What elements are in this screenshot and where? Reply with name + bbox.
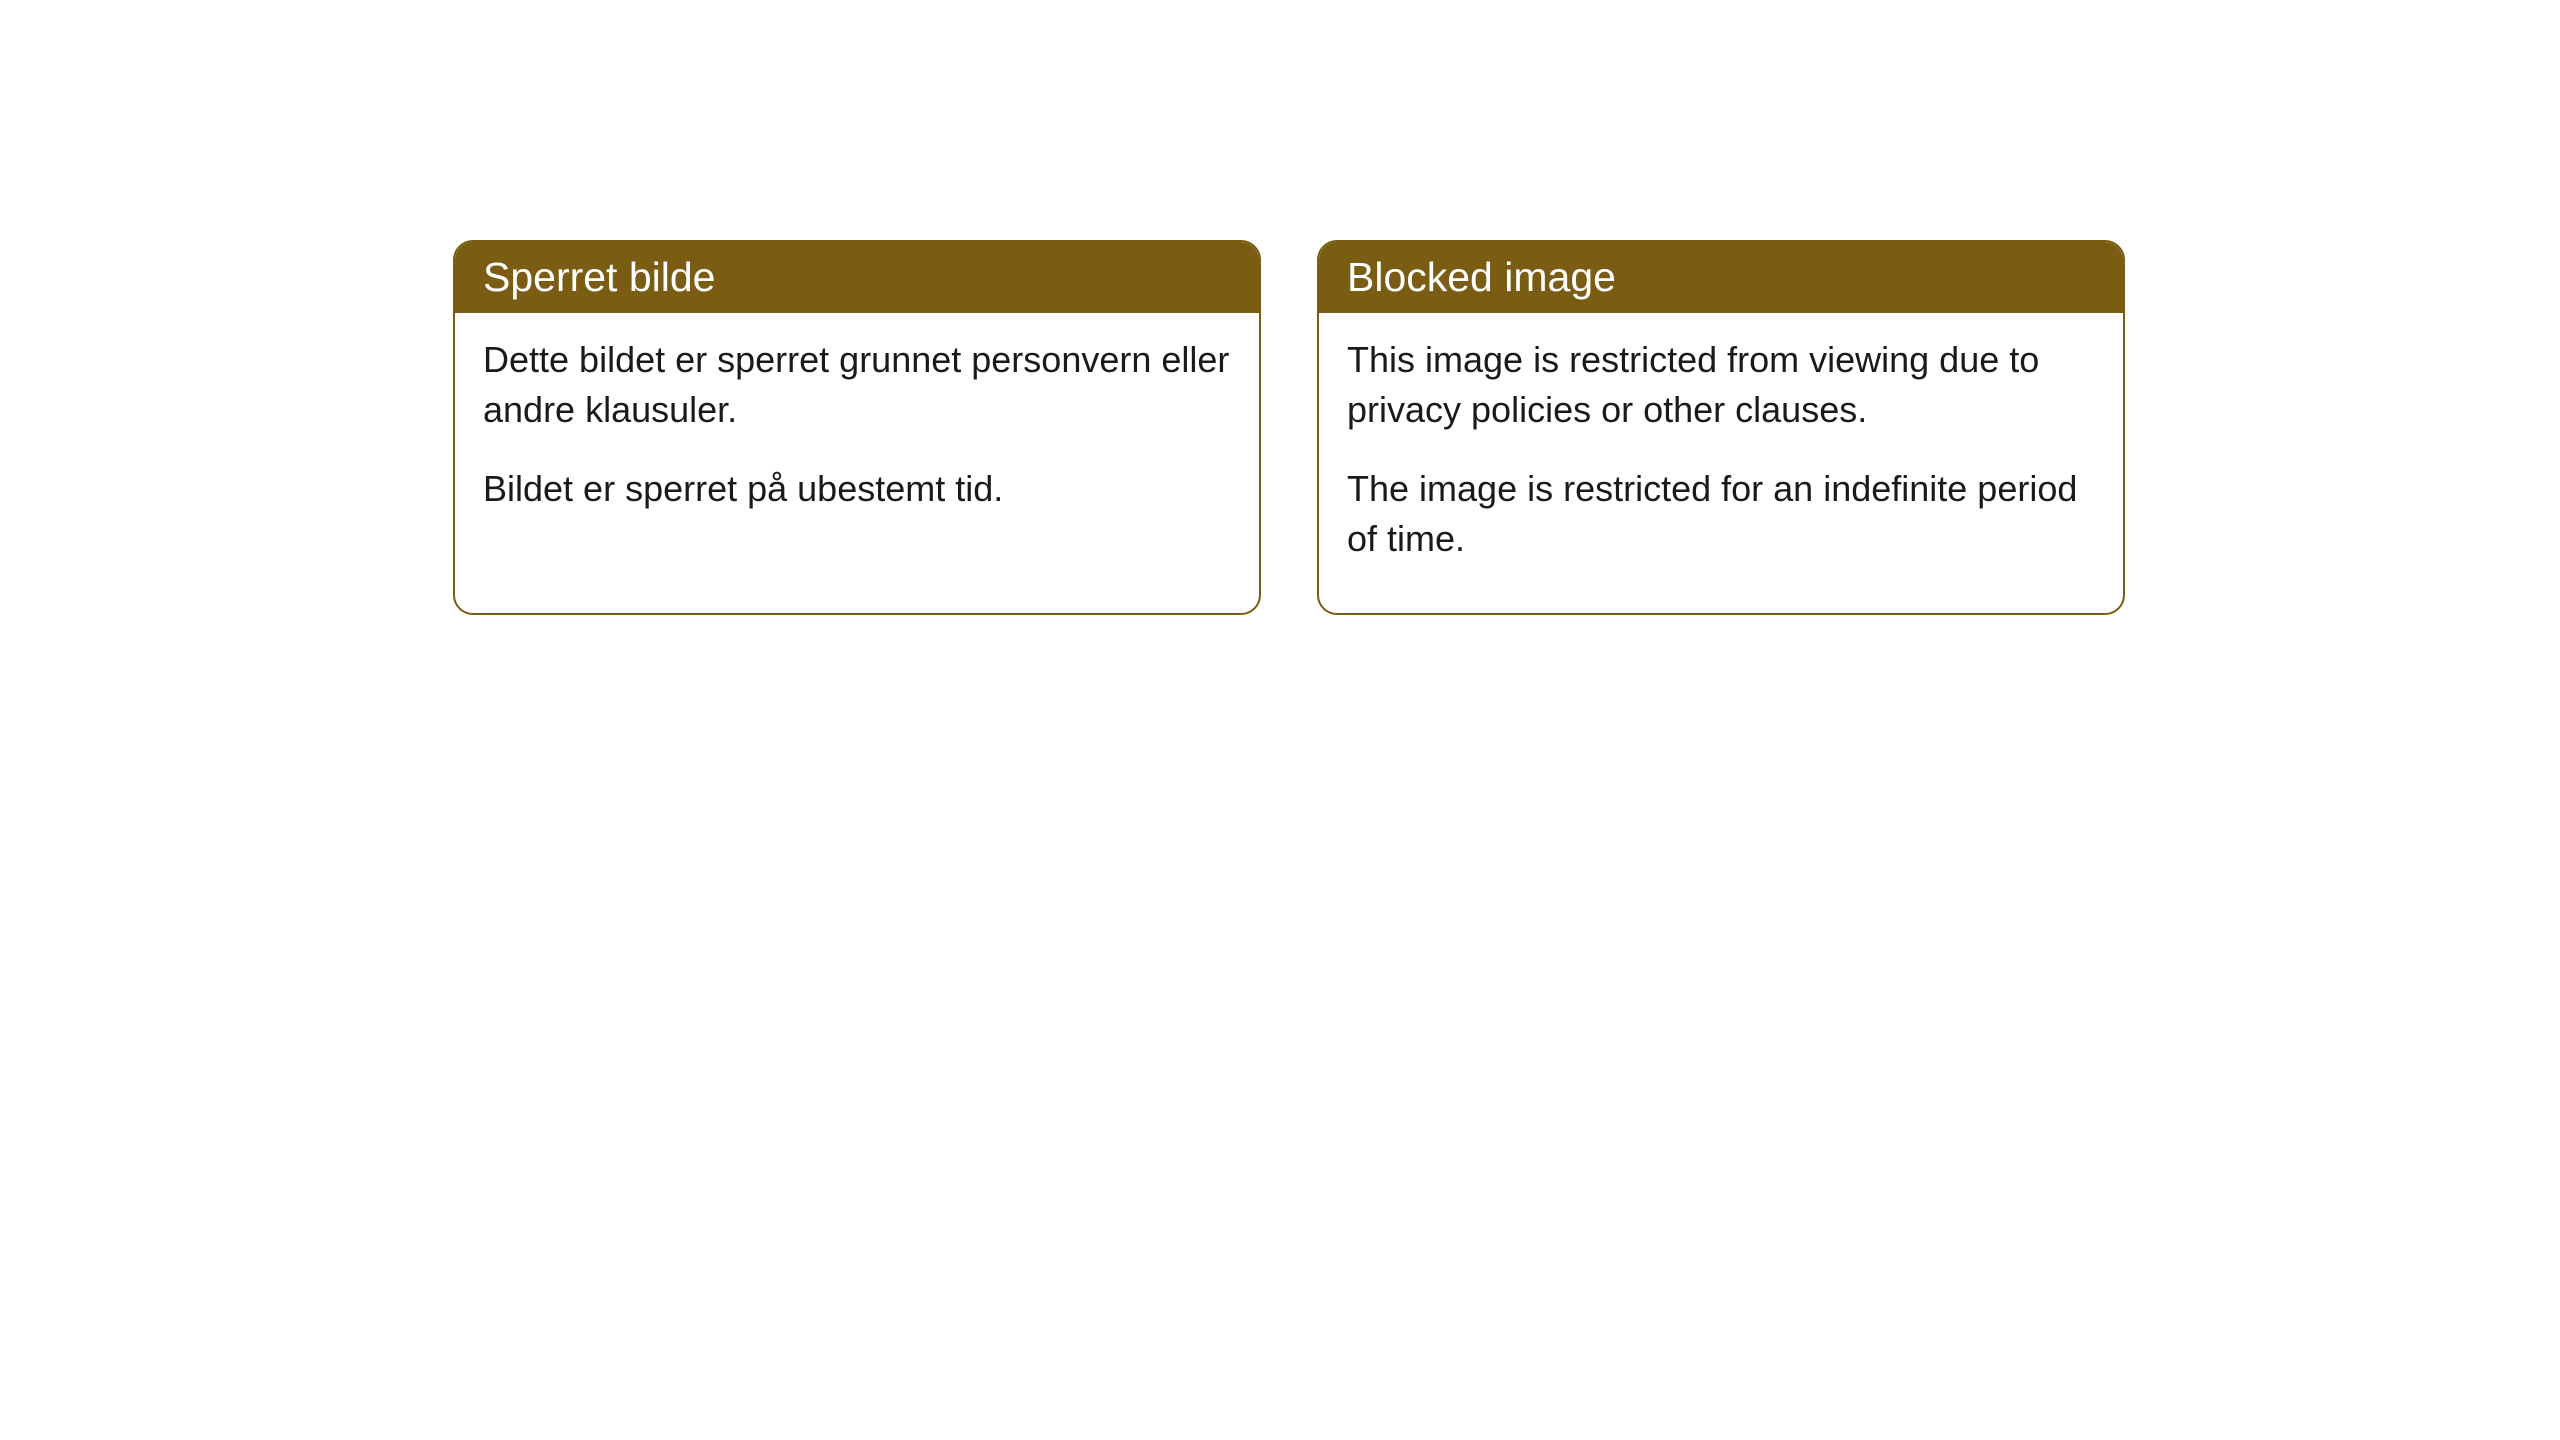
card-text-en-1: This image is restricted from viewing du… xyxy=(1347,335,2095,436)
card-body-no: Dette bildet er sperret grunnet personve… xyxy=(455,313,1259,562)
card-title-no: Sperret bilde xyxy=(483,254,715,300)
blocked-image-card-en: Blocked image This image is restricted f… xyxy=(1317,240,2125,615)
blocked-image-card-no: Sperret bilde Dette bildet er sperret gr… xyxy=(453,240,1261,615)
card-body-en: This image is restricted from viewing du… xyxy=(1319,313,2123,613)
card-text-en-2: The image is restricted for an indefinit… xyxy=(1347,464,2095,565)
card-header-en: Blocked image xyxy=(1319,242,2123,313)
card-title-en: Blocked image xyxy=(1347,254,1616,300)
notice-cards-container: Sperret bilde Dette bildet er sperret gr… xyxy=(453,240,2125,615)
card-header-no: Sperret bilde xyxy=(455,242,1259,313)
card-text-no-1: Dette bildet er sperret grunnet personve… xyxy=(483,335,1231,436)
card-text-no-2: Bildet er sperret på ubestemt tid. xyxy=(483,464,1231,514)
